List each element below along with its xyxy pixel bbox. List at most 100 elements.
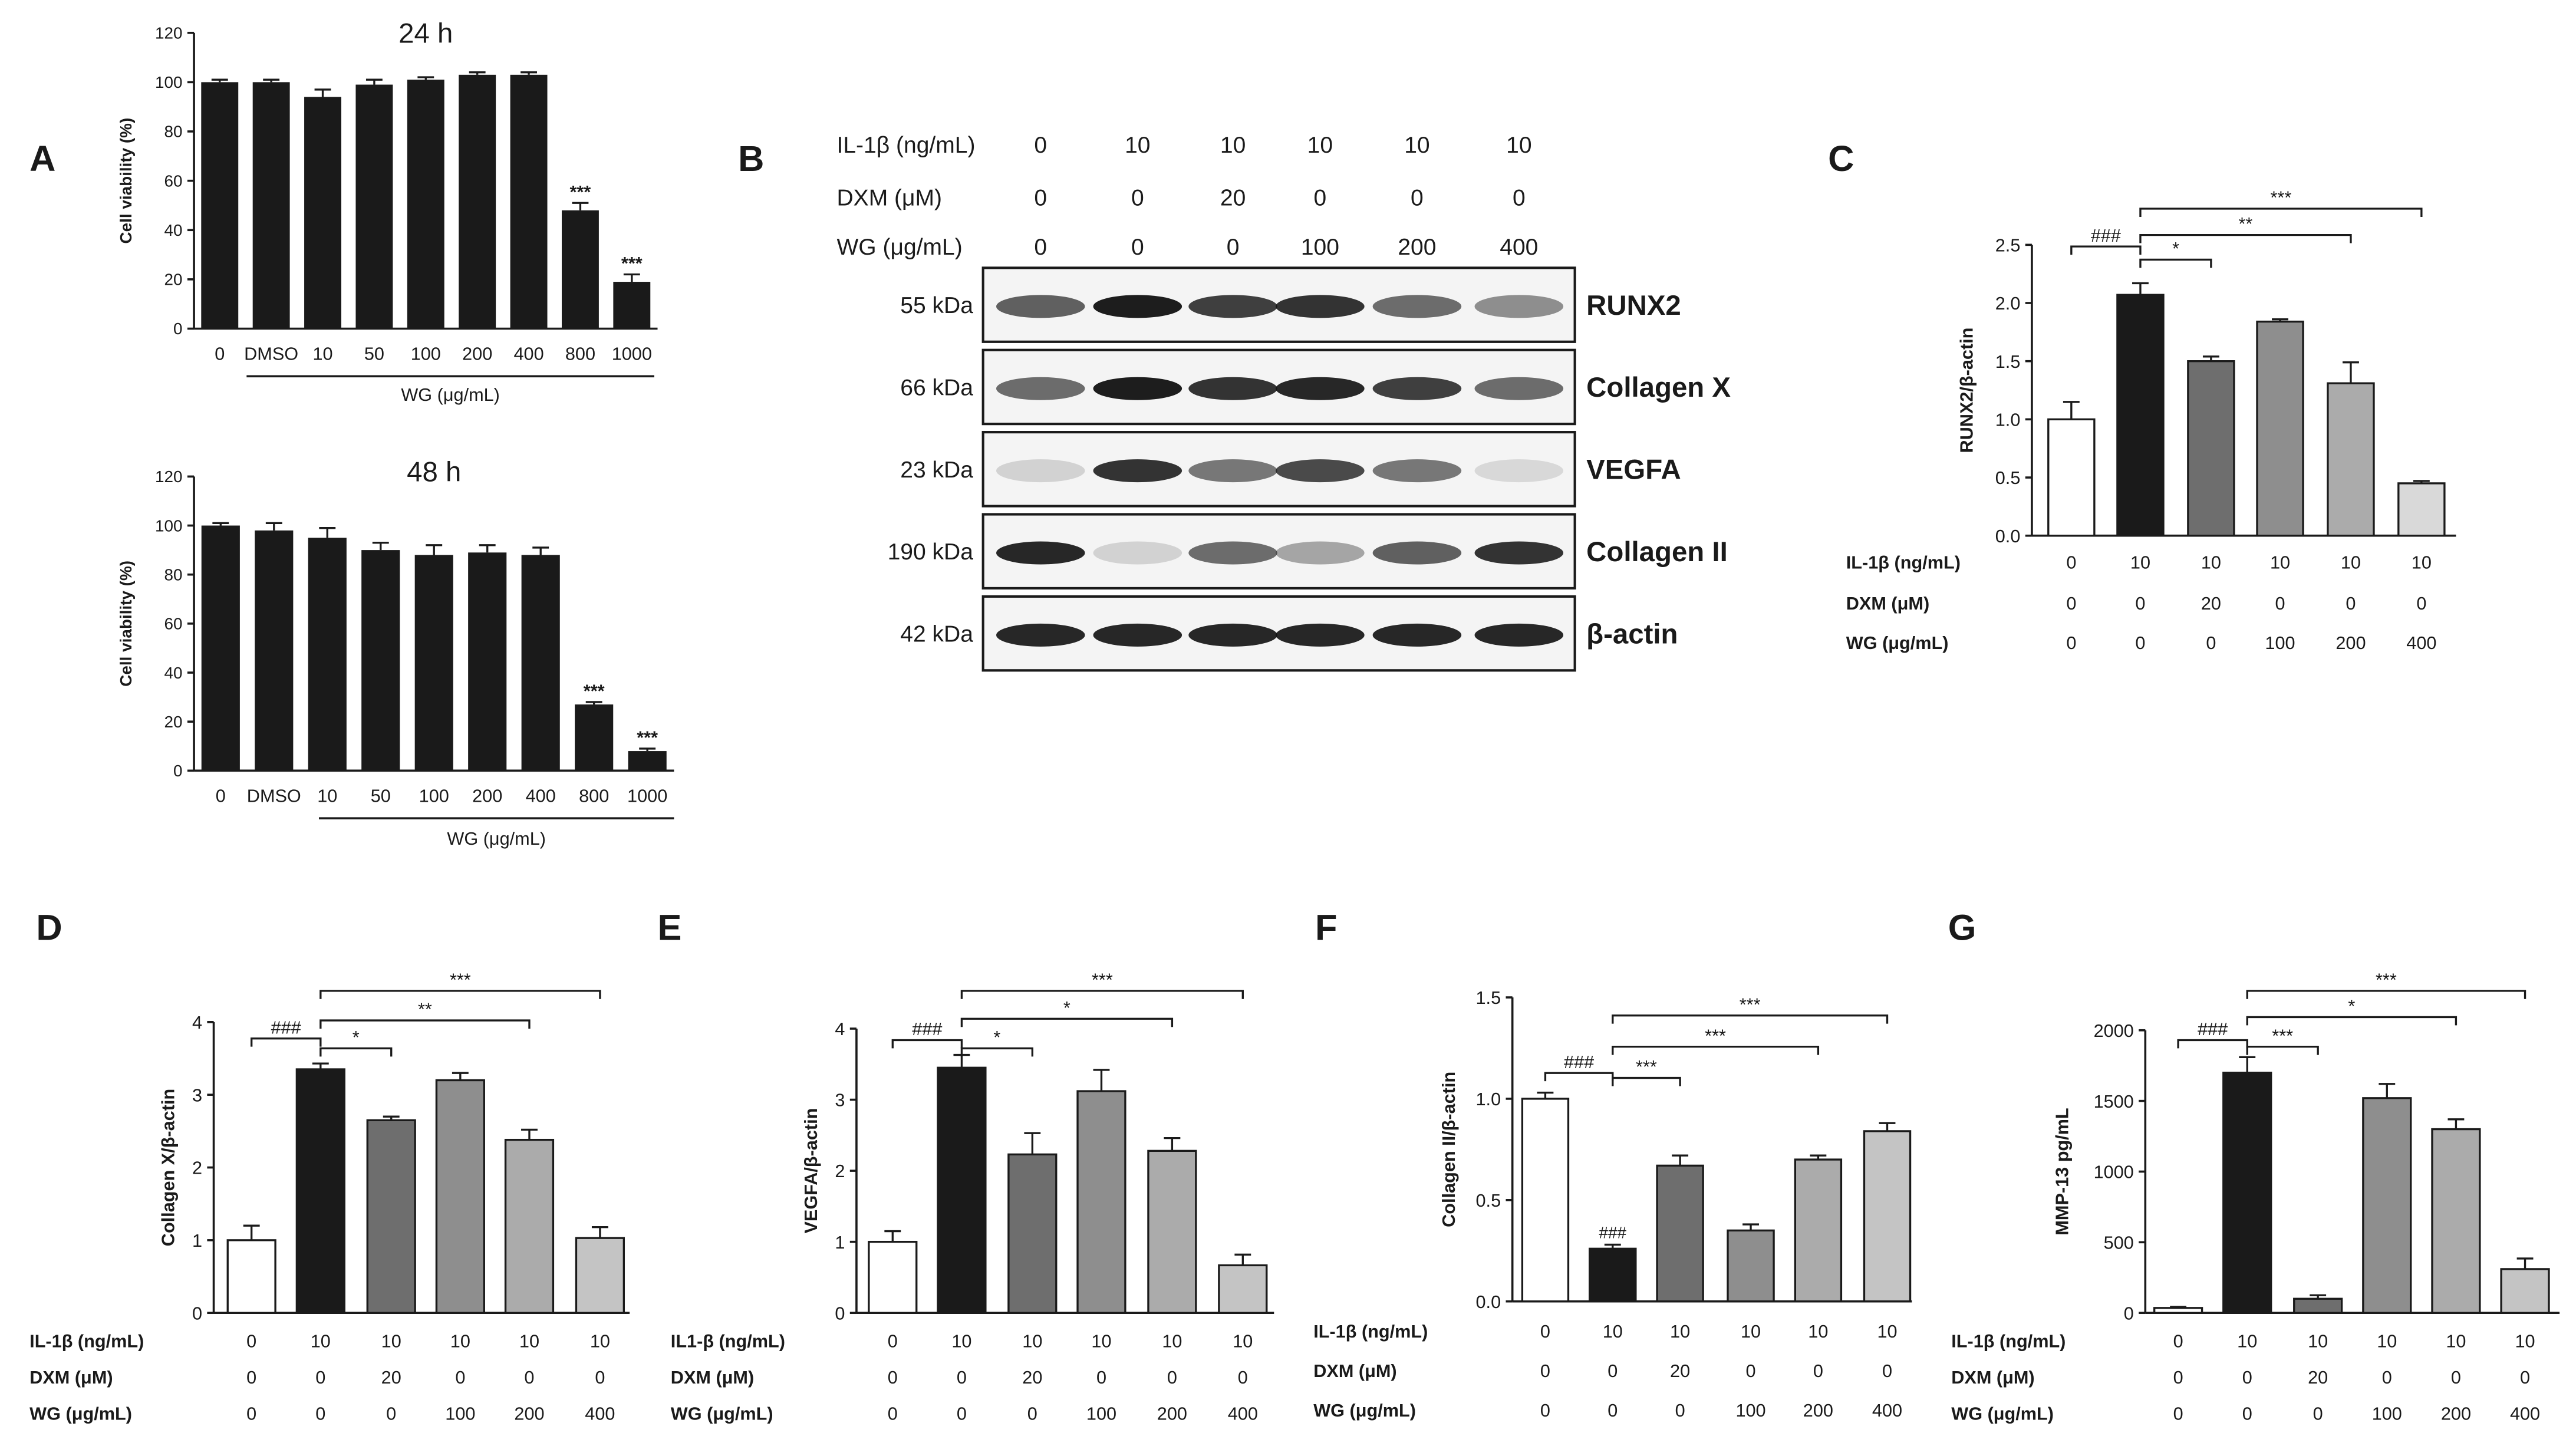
treatment-value: 10 xyxy=(2446,1332,2466,1352)
treatment-value: 20 xyxy=(1022,1368,1042,1388)
treatment-value: 0 xyxy=(1675,1401,1685,1421)
treatment-value: 0 xyxy=(1027,1404,1037,1424)
treatment-value: 0 xyxy=(315,1368,325,1388)
treatment-row-label: IL-1β (ng/mL) xyxy=(1951,1332,2066,1352)
significance-label: * xyxy=(993,1027,1000,1048)
bar xyxy=(2293,1297,2343,1314)
significance-bracket xyxy=(251,1037,322,1047)
panel-f-collagen-ii-chart: Collagen II/β-actin 0.0 0.5 1.0 1.5 ### ### ***… xyxy=(1313,988,1912,1421)
significance-bracket xyxy=(319,990,601,999)
treatment-row-label: IL1-β (ng/mL) xyxy=(671,1332,785,1352)
treatment-row-label: WG (μg/mL) xyxy=(671,1404,773,1424)
treatment-value: 200 xyxy=(2441,1404,2471,1424)
y-axis-label: Cell viability (%) xyxy=(117,561,135,687)
panel-label-d: D xyxy=(36,907,62,947)
treatment-value: 0 xyxy=(2206,633,2216,653)
panel-label-g: G xyxy=(1948,907,1977,947)
treatment-row-label: WG (μg/mL) xyxy=(1951,1404,2054,1424)
blot-band xyxy=(1372,623,1462,647)
y-tick-label: 60 xyxy=(164,615,183,633)
blot-treatment-value: 0 xyxy=(1314,185,1327,210)
bar xyxy=(252,82,290,329)
significance-label: *** xyxy=(1705,1026,1726,1046)
significance-bracket xyxy=(960,990,1244,999)
bar xyxy=(2047,418,2096,537)
treatment-value: 10 xyxy=(381,1332,401,1352)
blot-protein-label: VEGFA xyxy=(1586,454,1681,486)
blot-kda-label: 190 kDa xyxy=(888,539,974,565)
blot-treatment-value: 10 xyxy=(1220,133,1246,158)
blot-treatment-value: 10 xyxy=(1125,133,1150,158)
blot-kda-label: 42 kDa xyxy=(900,622,973,647)
y-tick-label: 1500 xyxy=(2094,1092,2134,1112)
bar xyxy=(1589,1247,1637,1303)
blot-kda-label: 66 kDa xyxy=(900,375,973,400)
significance-mark: ### xyxy=(1599,1223,1627,1241)
treatment-value: 0 xyxy=(2242,1368,2252,1388)
treatment-row-label: DXM (μM) xyxy=(1846,594,1929,614)
treatment-value: 0 xyxy=(2066,633,2076,653)
bar xyxy=(304,97,341,329)
blot-treatment-value: 400 xyxy=(1500,235,1538,260)
treatment-value: 10 xyxy=(2237,1332,2257,1352)
x-axis-label: WG (μg/mL) xyxy=(447,829,546,849)
significance-bracket xyxy=(1612,1076,1681,1086)
treatment-row-label: IL-1β (ng/mL) xyxy=(29,1332,144,1352)
panel-a-48h-chart: 48 h Cell viability (%) 0 20 40 60 80 100 120 0 DM… xyxy=(117,457,674,849)
bar xyxy=(435,1079,485,1314)
blot-kda-label: 23 kDa xyxy=(900,457,973,483)
blot-band xyxy=(1188,459,1277,483)
bar xyxy=(1656,1164,1704,1303)
y-tick-label: 1.5 xyxy=(1995,352,2021,372)
chart-title: 24 h xyxy=(398,18,453,49)
y-tick-label: 40 xyxy=(164,664,183,682)
blot-band xyxy=(1372,459,1462,483)
bar xyxy=(226,1239,276,1314)
treatment-value: 20 xyxy=(381,1368,401,1388)
blot-protein-label: Collagen X xyxy=(1586,372,1731,403)
treatment-row-label: WG (μg/mL) xyxy=(1313,1401,1416,1421)
treatment-value: 0 xyxy=(888,1368,898,1388)
y-tick-label: 60 xyxy=(164,172,183,190)
x-tick-label: 200 xyxy=(472,786,502,806)
bar xyxy=(414,555,453,771)
treatment-value: 400 xyxy=(2406,633,2436,653)
treatment-value: 0 xyxy=(1813,1361,1823,1381)
blot-band xyxy=(1276,541,1365,565)
x-tick-label: 400 xyxy=(526,786,556,806)
y-tick-label: 0.0 xyxy=(1476,1292,1501,1312)
bar xyxy=(2256,320,2304,537)
blot-band xyxy=(996,541,1085,565)
significance-bracket xyxy=(2246,1045,2319,1055)
treatment-value: 0 xyxy=(2066,552,2076,572)
significance-label: *** xyxy=(1636,1057,1657,1077)
treatment-value: 10 xyxy=(2308,1332,2328,1352)
x-tick-label: 10 xyxy=(312,344,332,364)
y-tick-label: 1 xyxy=(192,1231,202,1251)
bar xyxy=(575,704,614,771)
bar xyxy=(255,530,294,771)
significance-mark: *** xyxy=(621,253,643,274)
y-tick-label: 4 xyxy=(192,1013,202,1033)
treatment-row-label: IL-1β (ng/mL) xyxy=(1313,1322,1428,1342)
bar xyxy=(2222,1072,2272,1314)
treatment-value: 20 xyxy=(2308,1368,2328,1388)
bar xyxy=(2327,382,2375,537)
panel-a-24h-chart: 24 h Cell viability (%) 0 20 40 60 80 100 120 0 DM… xyxy=(117,18,658,405)
blot-band xyxy=(1474,459,1564,483)
treatment-value: 0 xyxy=(2275,594,2285,614)
treatment-value: 0 xyxy=(1238,1368,1248,1388)
treatment-row-label: IL-1β (ng/mL) xyxy=(1846,552,1961,572)
treatment-value: 0 xyxy=(2135,633,2145,653)
significance-bracket xyxy=(319,1047,393,1057)
blot-band xyxy=(1372,295,1462,318)
x-tick-label: 800 xyxy=(579,786,609,806)
treatment-value: 0 xyxy=(524,1368,534,1388)
treatment-value: 0 xyxy=(2382,1368,2392,1388)
treatment-value: 0 xyxy=(2313,1404,2323,1424)
blot-band xyxy=(996,459,1085,483)
y-tick-label: 2 xyxy=(192,1158,202,1178)
bar xyxy=(295,1068,345,1314)
treatment-value: 200 xyxy=(2335,633,2366,653)
